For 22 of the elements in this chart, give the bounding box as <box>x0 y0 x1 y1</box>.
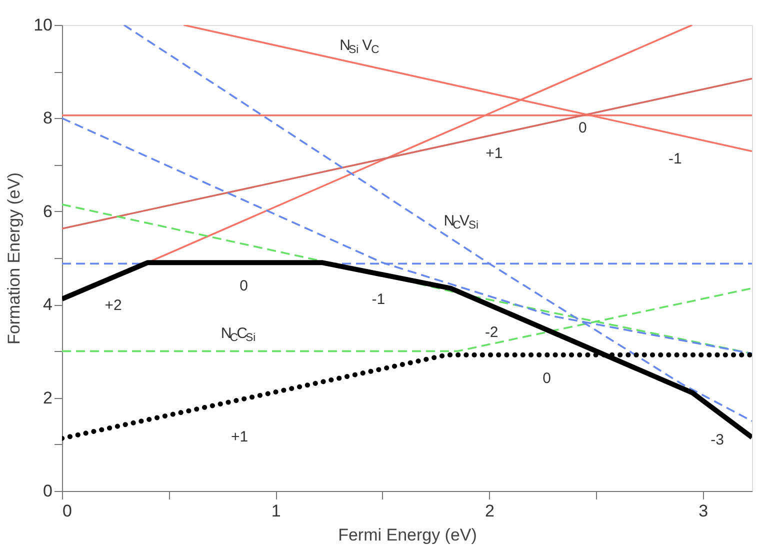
annotation: -1 <box>668 150 682 168</box>
annotation: 0 <box>578 120 587 137</box>
annotation: -1 <box>372 291 386 308</box>
x-tick-label: 1 <box>271 502 281 520</box>
y-tick-label: 8 <box>43 108 52 128</box>
y-axis-title: Formation Energy (eV) <box>4 172 24 344</box>
annotation: +2 <box>104 297 122 314</box>
y-tick-label: 4 <box>43 295 52 314</box>
y-tick-label: 10 <box>34 16 52 34</box>
annotation: +1 <box>486 145 503 162</box>
annotation: +1 <box>231 428 248 446</box>
annotation: -3 <box>710 431 724 448</box>
x-tick-label: 3 <box>698 502 708 520</box>
annotation: -2 <box>484 324 498 342</box>
y-tick-label: 2 <box>43 388 52 408</box>
annotation: 0 <box>542 370 551 387</box>
x-axis-title: Fermi Energy (eV) <box>338 526 477 544</box>
x-tick-label: 2 <box>485 502 494 520</box>
y-tick-label: 6 <box>43 202 52 221</box>
x-tick-label: 0 <box>62 502 72 520</box>
annotation: 0 <box>240 277 248 294</box>
y-tick-label: 0 <box>43 482 52 500</box>
